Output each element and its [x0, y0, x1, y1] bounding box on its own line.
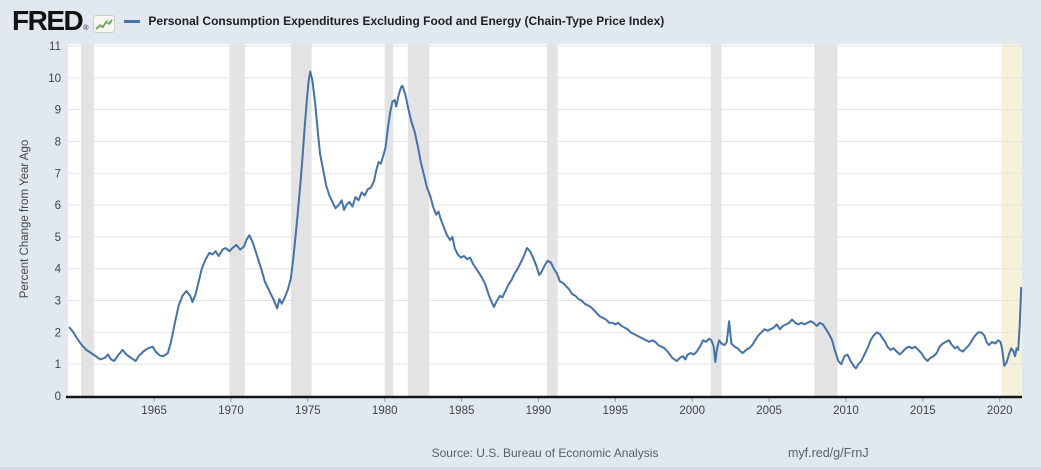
- y-tick-label: 4: [55, 264, 62, 276]
- x-tick-label: 1980: [372, 405, 398, 417]
- recession-band: [710, 44, 722, 396]
- y-tick-label: 9: [55, 105, 61, 117]
- bottom-border-strip: [0, 467, 1041, 470]
- x-tick-label: 2010: [833, 405, 859, 417]
- sparkline-chart-icon: [93, 15, 116, 33]
- y-tick-label: 2: [55, 327, 61, 339]
- y-tick-label: 3: [55, 296, 61, 308]
- recession-band: [290, 44, 312, 396]
- fred-logo[interactable]: FRED ®: [12, 5, 116, 36]
- fred-short-url-link[interactable]: myf.red/g/FrnJ: [788, 446, 869, 460]
- y-tick-label: 5: [55, 232, 61, 244]
- x-tick-label: 1975: [295, 405, 321, 417]
- y-tick-label: 7: [55, 168, 61, 180]
- y-tick-label: 0: [55, 391, 61, 403]
- recession-band: [814, 44, 838, 396]
- x-tick-label: 1995: [603, 405, 629, 417]
- recession-band: [407, 44, 430, 396]
- recession-band: [384, 44, 394, 396]
- plot-background: [68, 44, 1022, 398]
- recent-period-band: [1001, 44, 1022, 396]
- x-tick-label: 1990: [526, 405, 552, 417]
- y-tick-label: 6: [55, 200, 61, 212]
- recession-band: [546, 44, 558, 396]
- chart-header: FRED ® Personal Consumption Expenditures…: [12, 6, 664, 36]
- y-tick-label: 10: [48, 73, 61, 85]
- legend-line-swatch: [124, 20, 141, 23]
- fred-logo-text: FRED: [12, 5, 84, 36]
- x-tick-label: 1970: [218, 405, 244, 417]
- data-series-line: [68, 70, 1023, 370]
- registered-trademark-mark: ®: [83, 25, 89, 32]
- x-tick-label: 2000: [679, 405, 705, 417]
- chart-title: Personal Consumption Expenditures Exclud…: [148, 14, 665, 28]
- y-tick-label: 11: [49, 41, 61, 53]
- x-tick-label: 2015: [910, 405, 936, 417]
- recession-band: [81, 44, 95, 396]
- y-tick-label: 1: [55, 359, 61, 371]
- x-tick-label: 2020: [987, 405, 1013, 417]
- source-note: Source: U.S. Bureau of Economic Analysis: [431, 446, 659, 460]
- x-tick-label: 1965: [141, 405, 167, 417]
- x-tick-label: 1985: [449, 405, 475, 417]
- recession-band: [229, 44, 245, 396]
- y-axis-title: Percent Change from Year Ago: [19, 139, 31, 299]
- y-tick-label: 8: [55, 136, 61, 148]
- x-tick-label: 2005: [756, 405, 782, 417]
